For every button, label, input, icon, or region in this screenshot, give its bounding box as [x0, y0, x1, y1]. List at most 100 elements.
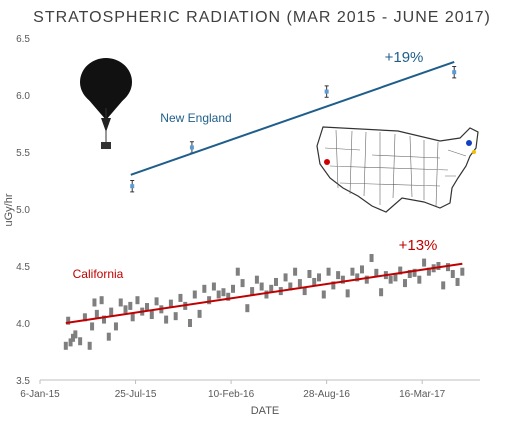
california-point [288, 282, 293, 291]
california-trend-line [65, 262, 463, 324]
y-axis-label: uGy/hr [3, 193, 15, 226]
california-point [455, 277, 460, 286]
california-location-dot [324, 159, 330, 165]
california-point [231, 284, 236, 293]
california-point [269, 284, 274, 293]
california-point [326, 267, 331, 276]
california-point [336, 271, 341, 280]
california-point [374, 268, 379, 277]
california-point [379, 288, 384, 297]
california-point [417, 275, 422, 284]
california-point [154, 297, 159, 306]
california-point [359, 265, 364, 274]
california-point [63, 341, 68, 350]
california-point [283, 273, 288, 282]
california-point [235, 267, 240, 276]
california-point [412, 268, 417, 277]
california-point [350, 267, 355, 276]
california-point [240, 279, 245, 288]
california-point [109, 307, 114, 316]
california-point [106, 332, 111, 341]
california-point [345, 289, 350, 298]
x-tick-label: 6-Jan-15 [20, 389, 60, 400]
california-point [135, 296, 140, 305]
california-point [364, 275, 369, 284]
california-point [274, 277, 279, 286]
x-tick-label: 25-Jul-15 [115, 389, 157, 400]
california-point [355, 273, 360, 282]
new-england-percent-label: +19% [385, 49, 424, 66]
x-tick-labels: 6-Jan-15 25-Jul-15 10-Feb-16 28-Aug-16 16-Ma… [20, 380, 446, 400]
california-point [87, 341, 92, 350]
california-point [264, 290, 269, 299]
california-point [221, 288, 226, 297]
y-tick-label: 5.0 [16, 205, 30, 216]
california-point [216, 290, 221, 299]
california-point [168, 299, 173, 308]
california-point [259, 282, 264, 291]
california-point [245, 304, 250, 313]
california-point [312, 277, 317, 286]
california-point [118, 298, 123, 307]
x-tick-label: 10-Feb-16 [208, 389, 255, 400]
california-point [441, 281, 446, 290]
california-point [173, 312, 178, 321]
california-point [102, 315, 107, 324]
y-tick-label: 3.5 [16, 376, 30, 387]
california-point [436, 262, 441, 270]
california-point [388, 275, 393, 284]
california-point [145, 303, 150, 312]
y-tick-label: 5.5 [16, 148, 30, 159]
california-point [250, 287, 255, 296]
california-point [226, 292, 231, 301]
california-point [68, 338, 73, 347]
california-point [192, 290, 197, 299]
california-point [307, 269, 312, 278]
california-point [66, 316, 71, 325]
california-point [82, 313, 87, 322]
y-tick-label: 6.0 [16, 91, 30, 102]
y-tick-label: 4.0 [16, 319, 30, 330]
california-point [92, 298, 97, 307]
california-point [331, 281, 336, 290]
plot-area [63, 60, 465, 350]
chart-title: STRATOSPHERIC RADIATION (MAR 2015 - JUNE… [33, 9, 491, 26]
california-point [178, 293, 183, 302]
california-point [369, 254, 374, 263]
california-point [402, 279, 407, 288]
california-point [445, 263, 450, 272]
california-point [188, 319, 193, 327]
california-point [422, 258, 427, 267]
x-tick-label: 16-Mar-17 [399, 389, 446, 400]
california-point [197, 309, 202, 318]
y-tick-label: 6.5 [16, 34, 30, 45]
california-percent-label: +13% [399, 237, 438, 254]
california-point [130, 313, 135, 322]
california-point [393, 273, 398, 282]
california-point [317, 273, 322, 282]
california-point [70, 333, 75, 342]
new-england-point [324, 89, 329, 94]
california-point [128, 301, 133, 310]
california-point [297, 279, 302, 288]
marker-dot-small [472, 150, 476, 154]
california-point [407, 269, 412, 278]
new-england-point [189, 145, 194, 150]
balloon-icon [80, 58, 132, 149]
california-point [450, 269, 455, 278]
california-point [202, 284, 207, 293]
california-label: California [73, 267, 124, 281]
california-point [460, 267, 465, 276]
california-point [73, 330, 78, 339]
new-england-point [452, 70, 457, 75]
new-england-trend-line [130, 60, 455, 176]
california-point [426, 267, 431, 276]
california-point [254, 275, 259, 284]
california-point [149, 311, 154, 320]
y-tick-label: 4.5 [16, 262, 30, 273]
series-labels: New England +19% California +13% [73, 49, 438, 281]
usa-map-icon [316, 126, 479, 213]
california-point [293, 267, 298, 276]
new-england-point [130, 184, 135, 189]
